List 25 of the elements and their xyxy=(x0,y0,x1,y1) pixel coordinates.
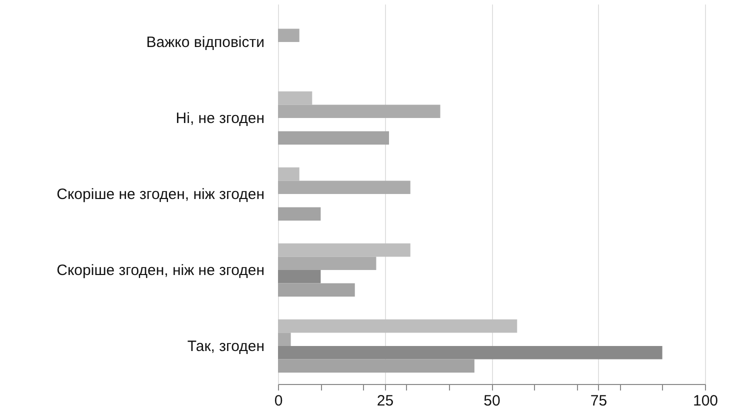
bar xyxy=(278,270,321,284)
bar xyxy=(278,131,390,145)
bar xyxy=(278,332,291,346)
bar xyxy=(278,346,662,360)
bar xyxy=(278,28,300,42)
x-tick-label: 25 xyxy=(376,392,394,410)
x-tick-label: 100 xyxy=(692,392,718,410)
bar xyxy=(278,104,440,118)
bar xyxy=(278,91,312,105)
bar xyxy=(278,256,376,270)
y-tick-label: Важко відповісти xyxy=(146,34,264,51)
y-tick-label: Скоріше згоден, ніж не згоден xyxy=(56,262,264,279)
bar xyxy=(278,319,518,333)
y-tick-label: Так, згоден xyxy=(187,338,264,355)
y-tick-label: Ні, не згоден xyxy=(176,110,264,127)
bar xyxy=(278,243,410,257)
bar xyxy=(278,207,321,221)
bar xyxy=(278,359,474,373)
bar xyxy=(278,180,410,194)
x-tick-label: 0 xyxy=(274,392,283,410)
bar xyxy=(278,167,300,181)
bar xyxy=(278,283,355,297)
y-tick-label: Скоріше не згоден, ніж згоден xyxy=(56,186,264,203)
x-tick-label: 75 xyxy=(590,392,608,410)
x-tick-label: 50 xyxy=(484,392,500,410)
